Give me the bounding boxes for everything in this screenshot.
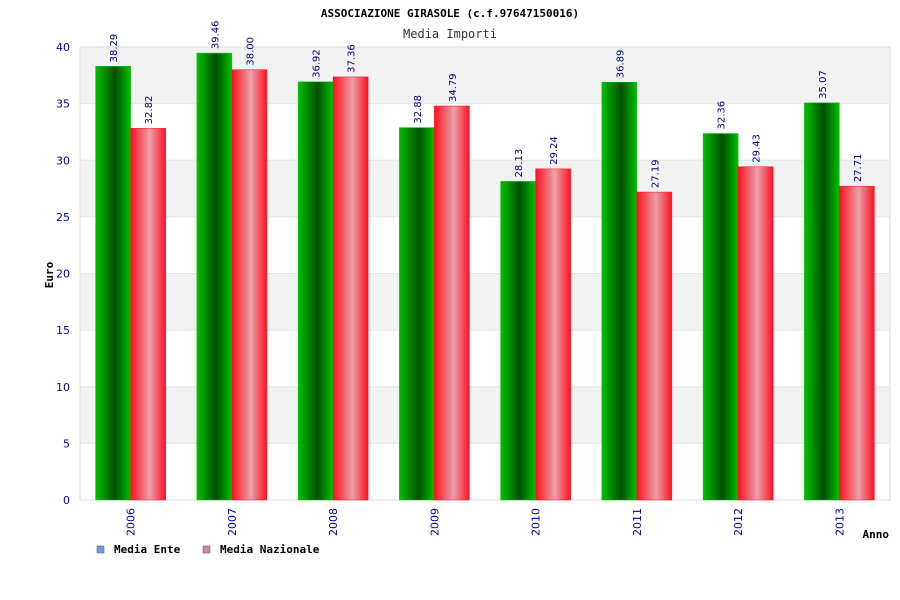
x-axis-ticks: 2006 2007 2008 2009 2010 2011 2012 2013 (125, 508, 847, 536)
bar-ente (702, 133, 739, 501)
value-label: 39.46 (210, 20, 221, 49)
plot-border (79, 46, 891, 501)
x-tick-label: 2013 (833, 508, 846, 536)
bar-ente (500, 181, 536, 501)
legend: Media Ente Media Nazionale (96, 543, 320, 556)
value-label: 37.36 (347, 44, 358, 73)
bar-ente (601, 81, 638, 501)
legend-swatch (96, 545, 105, 554)
y-tick-label: 40 (56, 41, 70, 54)
x-tick-label: 2009 (428, 508, 441, 536)
x-tick-label: 2006 (125, 508, 138, 536)
legend-label: Media Ente (114, 543, 181, 556)
x-tick-label: 2010 (530, 508, 543, 536)
value-label: 34.79 (448, 73, 459, 102)
bar-nazionale (332, 76, 369, 501)
bar-nazionale (434, 105, 470, 501)
y-tick-label: 25 (56, 211, 70, 224)
bar-nazionale (130, 128, 166, 501)
value-label: 32.36 (717, 101, 728, 130)
bar-ente (95, 66, 131, 501)
value-label: 27.71 (853, 154, 864, 183)
bar-nazionale (636, 191, 673, 501)
y-tick-label: 30 (56, 154, 70, 167)
y-tick-label: 35 (56, 98, 70, 111)
bar-nazionale (839, 185, 875, 501)
y-tick-label: 10 (56, 381, 70, 394)
y-axis-label: Euro (43, 261, 56, 288)
y-tick-label: 15 (56, 324, 70, 337)
bar-ente (804, 102, 840, 501)
x-tick-label: 2008 (327, 508, 340, 536)
value-label: 32.82 (144, 96, 155, 125)
bar-ente (399, 127, 435, 501)
legend-swatch (202, 545, 211, 554)
value-label: 35.07 (818, 70, 829, 99)
chart-subtitle: Media Importi (403, 27, 497, 41)
y-axis-ticks: 0 5 10 15 20 25 30 35 40 (56, 41, 70, 507)
value-label: 29.43 (752, 134, 763, 163)
bar-nazionale (535, 168, 571, 501)
x-axis-label: Anno (863, 528, 890, 541)
bar-ente (196, 52, 233, 501)
value-labels: 38.29 32.82 39.46 38.00 36.92 37.36 32.88 34.79… (109, 20, 864, 188)
y-tick-label: 5 (63, 437, 70, 450)
value-label: 38.29 (109, 34, 120, 63)
bar-nazionale (231, 69, 268, 501)
bar-ente (297, 81, 334, 501)
value-label: 32.88 (413, 95, 424, 124)
value-label: 36.92 (312, 49, 323, 78)
value-label: 27.19 (650, 159, 661, 188)
y-tick-label: 0 (63, 494, 70, 507)
x-tick-label: 2011 (631, 508, 644, 536)
legend-label: Media Nazionale (220, 543, 320, 556)
value-label: 38.00 (245, 37, 256, 66)
chart-title: ASSOCIAZIONE GIRASOLE (c.f.97647150016) (321, 7, 579, 20)
value-label: 28.13 (514, 149, 525, 178)
x-tick-label: 2007 (226, 508, 239, 536)
x-tick-label: 2012 (732, 508, 745, 536)
value-label: 29.24 (549, 136, 560, 165)
y-tick-label: 20 (56, 268, 70, 281)
value-label: 36.89 (615, 50, 626, 79)
bar-nazionale (737, 166, 774, 501)
bars (95, 52, 875, 501)
